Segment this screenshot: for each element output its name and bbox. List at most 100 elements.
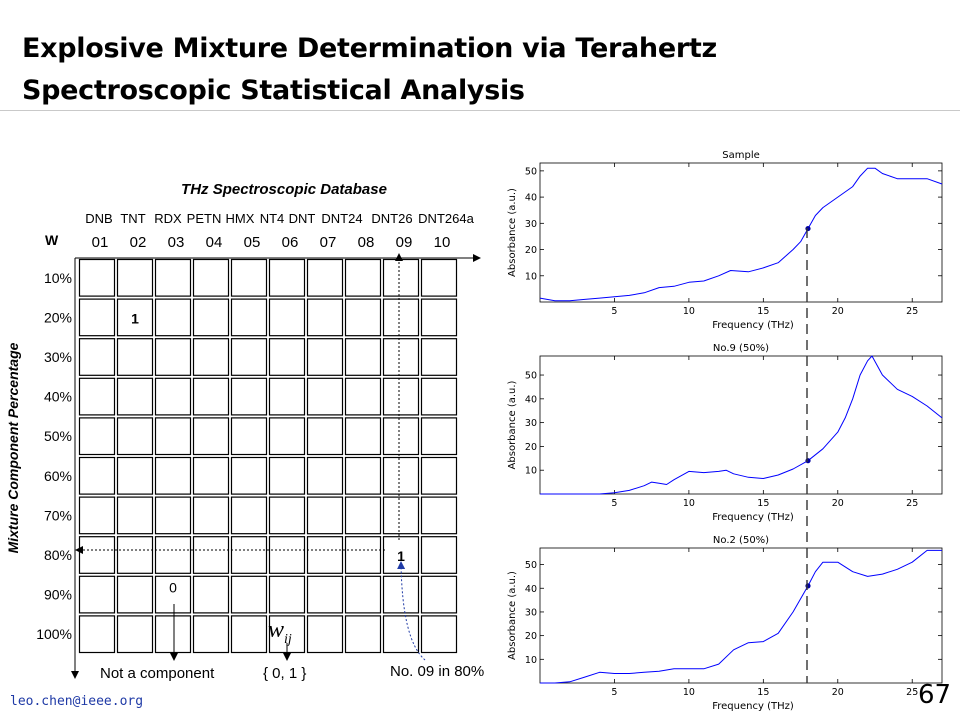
- row-label: 20%: [44, 309, 72, 325]
- matrix-cell: [78, 615, 116, 654]
- y-tick-label: 50: [525, 560, 537, 571]
- cell-value: 1: [397, 548, 405, 564]
- matrix-cell: [268, 338, 306, 376]
- matrix-cell: [382, 338, 420, 376]
- x-tick-label: 10: [683, 306, 695, 317]
- title-line-2: Spectroscopic Statistical Analysis: [22, 75, 525, 106]
- matrix-cell: [420, 298, 458, 337]
- row-label: 70%: [44, 507, 72, 523]
- matrix-cell: [382, 456, 420, 495]
- column-index: 07: [320, 234, 337, 251]
- matrix-cell: [306, 417, 344, 456]
- matrix-cell: [230, 417, 268, 456]
- matrix-cell: [420, 456, 458, 495]
- spectrum-line: [540, 549, 942, 684]
- matrix-cell: [344, 258, 382, 297]
- matrix-cell: [78, 496, 116, 535]
- x-tick-label: 5: [611, 687, 617, 698]
- frequency-marker-point: [805, 458, 811, 464]
- matrix-cell: [230, 377, 268, 416]
- matrix-cell: [192, 456, 230, 495]
- matrix-cell: [306, 536, 344, 574]
- matrix-cell: [192, 377, 230, 416]
- slide-title: Explosive Mixture Determination via Tera…: [22, 28, 922, 112]
- column-index: 02: [130, 234, 147, 251]
- matrix-cell: [116, 338, 154, 376]
- y-tick-label: 40: [525, 584, 537, 595]
- x-tick-label: 5: [611, 306, 617, 317]
- matrix-cell: [420, 258, 458, 297]
- matrix-cell: [268, 377, 306, 416]
- y-tick-label: 10: [525, 655, 537, 666]
- matrix-cell: [154, 496, 192, 535]
- y-tick-label: 20: [525, 442, 537, 453]
- frequency-marker-point: [805, 583, 811, 589]
- chart-title: Sample: [722, 150, 760, 161]
- matrix-cell: [268, 575, 306, 614]
- matrix-cell: [306, 615, 344, 654]
- page-number: 67: [918, 680, 952, 710]
- matrix-cell: [192, 536, 230, 574]
- x-axis-title: Frequency (THz): [712, 512, 794, 523]
- matrix-cell: [420, 536, 458, 574]
- spectrum-chart-1: Sample 5 10 15 20 25 10 20 30 40 50 Frequency (THz)…: [507, 150, 943, 331]
- matrix-cell: [382, 298, 420, 337]
- matrix-cell: [78, 575, 116, 614]
- matrix-cell: [230, 575, 268, 614]
- matrix-cell: [420, 417, 458, 456]
- matrix-cell: [78, 298, 116, 337]
- binary-set-label: { 0, 1 }: [263, 665, 306, 682]
- y-axis-title: Absorbance (a.u.): [507, 380, 518, 469]
- y-tick-label: 50: [525, 371, 537, 382]
- y-axis-title: Absorbance (a.u.): [507, 188, 518, 277]
- matrix-cell: [344, 298, 382, 337]
- matrix-cell: [154, 258, 192, 297]
- matrix-cell: [230, 258, 268, 297]
- matrix-cell: [344, 456, 382, 495]
- spectrum-line: [539, 167, 943, 302]
- matrix-cell: [382, 377, 420, 416]
- wij-subscript: ij: [284, 632, 292, 647]
- row-label: 30%: [44, 349, 72, 365]
- column-name: DNT: [289, 211, 316, 226]
- column-index: 01: [92, 234, 109, 251]
- matrix-cell: [382, 615, 420, 654]
- highlight-label: No. 09 in 80%: [390, 663, 484, 680]
- matrix-cell: [230, 456, 268, 495]
- column-index: 09: [396, 234, 413, 251]
- matrix-cell: [116, 536, 154, 574]
- y-axis-title: Absorbance (a.u.): [507, 571, 518, 660]
- footer-email: leo.chen@ieee.org: [10, 694, 144, 709]
- x-tick-label: 5: [611, 498, 617, 509]
- spectrum-line: [540, 355, 943, 495]
- column-index: 03: [168, 234, 185, 251]
- matrix-cell: [268, 456, 306, 495]
- matrix-cell: [344, 377, 382, 416]
- matrix-cell: [192, 417, 230, 456]
- y-tick-label: 20: [525, 631, 537, 642]
- wij-base: w: [268, 617, 284, 643]
- not-component-label: Not a component: [100, 665, 215, 682]
- y-tick-label: 40: [525, 193, 537, 204]
- matrix-cell: [230, 338, 268, 376]
- plot-frame: [539, 547, 943, 684]
- column-index: 08: [358, 234, 375, 251]
- matrix-cell: [78, 258, 116, 297]
- w-label: W: [45, 232, 59, 248]
- x-tick-label: 20: [832, 687, 844, 698]
- matrix-cell: [154, 298, 192, 337]
- y-tick-label: 10: [525, 466, 537, 477]
- spectra-charts: Sample 5 10 15 20 25 10 20 30 40 50 Frequency (THz)…: [507, 150, 943, 712]
- column-name: NT4: [260, 211, 285, 226]
- matrix-cell: [306, 338, 344, 376]
- matrix-cell: [192, 338, 230, 376]
- x-tick-label: 15: [757, 687, 769, 698]
- row-label: 90%: [44, 587, 72, 603]
- matrix-cell: [306, 258, 344, 297]
- x-axis-title: Frequency (THz): [712, 701, 794, 712]
- cell-value: 1: [131, 310, 139, 326]
- matrix-cell: [344, 615, 382, 654]
- matrix-cell: [382, 417, 420, 456]
